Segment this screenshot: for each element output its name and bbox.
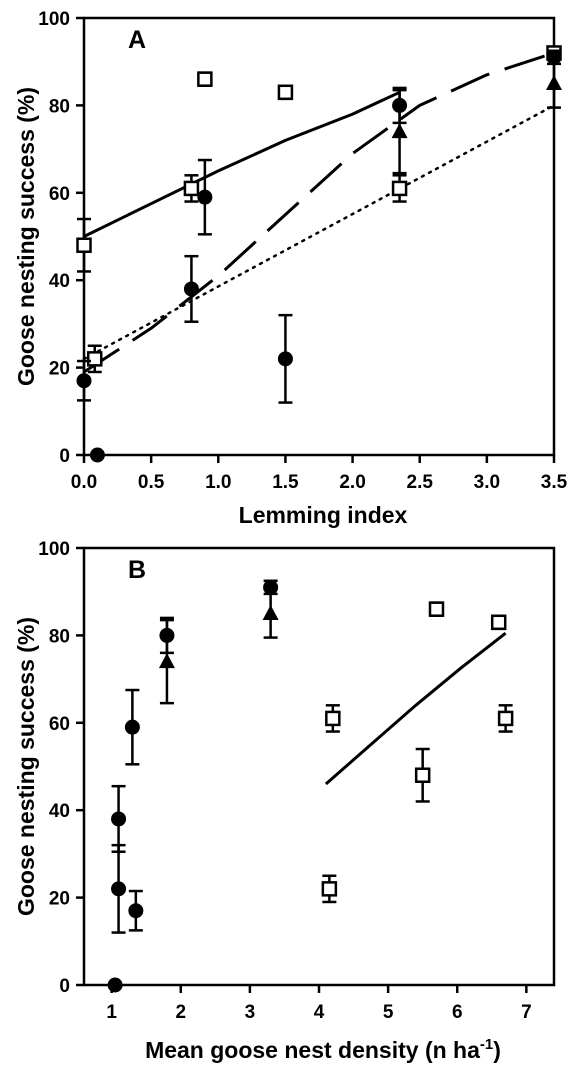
data-point-square xyxy=(185,182,198,195)
y-tick-label: 100 xyxy=(38,539,70,560)
x-tick-label: 4 xyxy=(314,1002,325,1023)
data-point-square xyxy=(393,182,406,195)
y-tick-label: 20 xyxy=(49,889,70,910)
x-tick-label: 1.0 xyxy=(205,472,231,493)
y-tick-label: 60 xyxy=(49,184,70,205)
x-tick-label: 1.5 xyxy=(272,472,299,493)
data-point-circle xyxy=(197,190,212,205)
data-point-triangle xyxy=(546,75,562,90)
x-tick-label: 2.0 xyxy=(339,472,365,493)
y-tick-label: 20 xyxy=(49,359,70,380)
data-point-circle xyxy=(90,448,105,463)
x-tick-label: 6 xyxy=(452,1002,463,1023)
data-point-square xyxy=(430,603,443,616)
y-tick-label: 40 xyxy=(49,801,70,822)
x-tick-label: 2 xyxy=(175,1002,186,1023)
data-point-square xyxy=(416,769,429,782)
data-point-circle xyxy=(108,978,123,993)
plot-frame xyxy=(84,548,554,985)
data-point-square xyxy=(326,712,339,725)
plot-frame xyxy=(84,18,554,455)
fit-line-dotted xyxy=(84,105,554,359)
data-point-circle xyxy=(125,720,140,735)
x-tick-label: 3.0 xyxy=(474,472,500,493)
x-tick-label: 5 xyxy=(383,1002,394,1023)
y-tick-label: 100 xyxy=(38,9,70,30)
data-point-triangle xyxy=(159,653,175,668)
y-axis-title: Goose nesting success (%) xyxy=(13,87,39,386)
data-point-circle xyxy=(184,281,199,296)
data-point-square xyxy=(88,352,101,365)
y-tick-label: 80 xyxy=(49,626,70,647)
x-tick-label: 3 xyxy=(245,1002,256,1023)
x-tick-label: 0.5 xyxy=(138,472,165,493)
data-point-square xyxy=(279,86,292,99)
x-axis-title: Mean goose nest density (n ha-1) xyxy=(145,1036,501,1063)
x-axis-title-text: Mean goose nest density (n ha xyxy=(145,1037,480,1063)
data-point-square xyxy=(499,712,512,725)
fit-line-dashed xyxy=(84,53,554,372)
data-point-triangle xyxy=(263,605,279,620)
fit-line-solid xyxy=(326,633,506,784)
data-point-circle xyxy=(111,811,126,826)
data-point-square xyxy=(323,882,336,895)
y-axis-title: Goose nesting success (%) xyxy=(13,617,39,916)
data-point-square xyxy=(78,239,91,252)
data-point-square xyxy=(198,73,211,86)
y-tick-label: 40 xyxy=(49,271,70,292)
x-tick-label: 7 xyxy=(521,1002,532,1023)
x-tick-label: 1 xyxy=(106,1002,117,1023)
y-tick-label: 0 xyxy=(59,976,70,997)
panel-a: 0 20 40 60 80 100 0.0 0.5 1.0 1.5 2.0 2.5 3.0 3.5 A Goo… xyxy=(13,9,568,528)
data-point-circle xyxy=(278,351,293,366)
x-tick-label: 3.5 xyxy=(541,472,568,493)
data-point-square xyxy=(492,616,505,629)
data-point-circle xyxy=(77,373,92,388)
x-axis-title-text: Lemming index xyxy=(239,502,408,528)
data-point-circle xyxy=(128,903,143,918)
panel-letter: B xyxy=(128,556,146,584)
y-tick-label: 60 xyxy=(49,714,70,735)
x-tick-label: 0.0 xyxy=(71,472,97,493)
x-tick-label: 2.5 xyxy=(407,472,434,493)
x-axis-title: Lemming index xyxy=(239,502,408,528)
panel-b: 0 20 40 60 80 100 1 2 3 4 5 6 7 B Goose nesting succes… xyxy=(13,539,554,1063)
data-point-triangle xyxy=(392,123,408,138)
data-point-circle xyxy=(111,881,126,896)
x-axis-title-superscript: -1 xyxy=(480,1036,493,1053)
y-tick-label: 80 xyxy=(49,96,70,117)
panel-letter: A xyxy=(128,26,146,54)
x-axis-title-tail: ) xyxy=(493,1037,501,1063)
y-tick-label: 0 xyxy=(59,446,70,467)
